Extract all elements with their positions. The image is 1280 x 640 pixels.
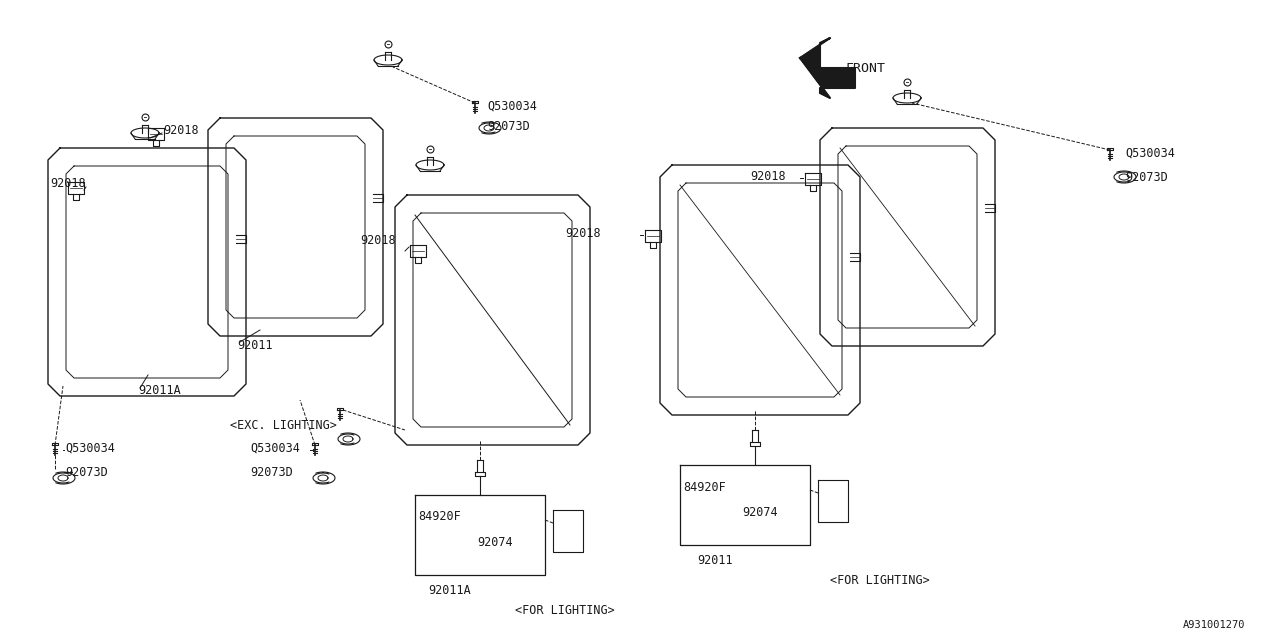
Text: 92073D: 92073D xyxy=(1125,170,1167,184)
Text: 84920F: 84920F xyxy=(419,511,461,524)
Text: <EXC. LIGHTING>: <EXC. LIGHTING> xyxy=(230,419,337,431)
Text: 92073D: 92073D xyxy=(65,465,108,479)
Text: 92073D: 92073D xyxy=(250,465,293,479)
Text: FRONT: FRONT xyxy=(845,61,884,74)
Text: 92074: 92074 xyxy=(742,506,778,520)
Text: 92018: 92018 xyxy=(50,177,86,189)
Text: Q530034: Q530034 xyxy=(486,99,536,113)
Text: Q530034: Q530034 xyxy=(250,442,300,454)
Polygon shape xyxy=(800,38,855,98)
Text: 92018: 92018 xyxy=(360,234,396,246)
Text: <FOR LIGHTING>: <FOR LIGHTING> xyxy=(515,604,614,616)
Text: 92011: 92011 xyxy=(698,554,733,566)
Text: A931001270: A931001270 xyxy=(1183,620,1245,630)
Text: Q530034: Q530034 xyxy=(1125,147,1175,159)
Text: 92073D: 92073D xyxy=(486,120,530,132)
Text: 92018: 92018 xyxy=(564,227,600,239)
Text: <FOR LIGHTING>: <FOR LIGHTING> xyxy=(829,573,929,586)
Text: 92074: 92074 xyxy=(477,536,512,550)
Text: 84920F: 84920F xyxy=(684,481,726,493)
Text: Q530034: Q530034 xyxy=(65,442,115,454)
Text: 92018: 92018 xyxy=(750,170,786,182)
Text: 92011A: 92011A xyxy=(138,383,180,397)
Text: 92011: 92011 xyxy=(237,339,273,351)
Text: 92018: 92018 xyxy=(163,124,198,136)
Text: 92011A: 92011A xyxy=(429,584,471,596)
